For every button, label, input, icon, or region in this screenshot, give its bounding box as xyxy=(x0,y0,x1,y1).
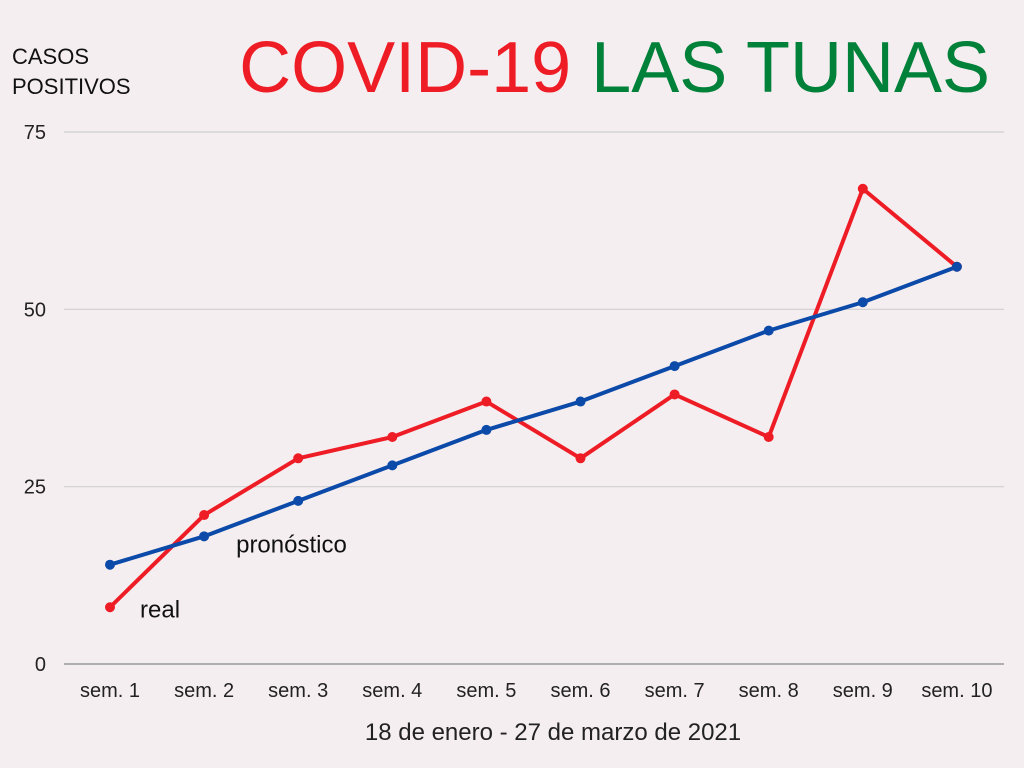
x-axis-ticks: sem. 1 sem. 2 sem. 3 sem. 4 sem. 5 sem. 6 sem.… xyxy=(80,680,992,702)
y-axis-ticks: 0 25 50 75 xyxy=(24,122,46,676)
data-point-real xyxy=(105,602,115,613)
y-tick-label: 25 xyxy=(24,477,46,499)
title-part-0: COVID-19 xyxy=(239,28,571,108)
y-axis-label: CASOS POSITIVOS xyxy=(12,44,131,99)
series-labels: real pronóstico xyxy=(140,531,347,623)
x-tick-label: sem. 5 xyxy=(456,680,516,702)
y-tick-label: 0 xyxy=(35,654,46,676)
data-point-real xyxy=(387,432,398,443)
x-tick-label: sem. 1 xyxy=(80,680,140,702)
x-tick-label: sem. 6 xyxy=(550,680,610,702)
x-tick-label: sem. 4 xyxy=(362,680,422,702)
x-tick-label: sem. 3 xyxy=(268,680,328,702)
data-point-pronóstico xyxy=(763,325,774,336)
series-points xyxy=(105,183,962,613)
data-point-pronóstico xyxy=(199,531,210,542)
data-point-real xyxy=(763,432,774,443)
series-lines xyxy=(108,186,959,610)
data-point-real xyxy=(481,396,492,407)
x-axis-label: 18 de enero - 27 de marzo de 2021 xyxy=(365,719,741,746)
data-point-real xyxy=(199,510,210,521)
series-label-pronóstico: pronóstico xyxy=(236,531,347,558)
title-part-1: LAS TUNAS xyxy=(571,28,990,108)
data-point-real xyxy=(857,183,868,194)
data-point-pronóstico xyxy=(857,297,868,308)
data-point-real xyxy=(575,453,586,464)
gridlines xyxy=(64,131,1004,665)
y-axis-label-line: CASOS xyxy=(12,44,89,69)
x-tick-label: sem. 2 xyxy=(174,680,234,702)
series-line-real xyxy=(108,186,959,610)
x-tick-label: sem. 9 xyxy=(833,680,893,702)
data-point-pronóstico xyxy=(481,424,492,435)
series-label-real: real xyxy=(140,596,180,623)
y-tick-label: 50 xyxy=(24,299,46,321)
x-tick-label: sem. 8 xyxy=(739,680,799,702)
data-point-pronóstico xyxy=(669,361,680,372)
data-point-pronóstico xyxy=(951,261,962,272)
y-tick-label: 75 xyxy=(24,122,46,144)
data-point-real xyxy=(669,389,680,400)
data-point-real xyxy=(293,453,304,464)
series-line-pronóstico xyxy=(108,264,959,567)
y-axis-label-line: POSITIVOS xyxy=(12,74,131,99)
data-point-pronóstico xyxy=(105,559,115,570)
x-tick-label: sem. 7 xyxy=(645,680,705,702)
data-point-pronóstico xyxy=(293,495,304,506)
data-point-pronóstico xyxy=(575,396,586,407)
chart-title: COVID-19 LAS TUNAS xyxy=(239,28,990,108)
x-tick-label: sem. 10 xyxy=(921,680,992,702)
data-point-pronóstico xyxy=(387,460,398,471)
